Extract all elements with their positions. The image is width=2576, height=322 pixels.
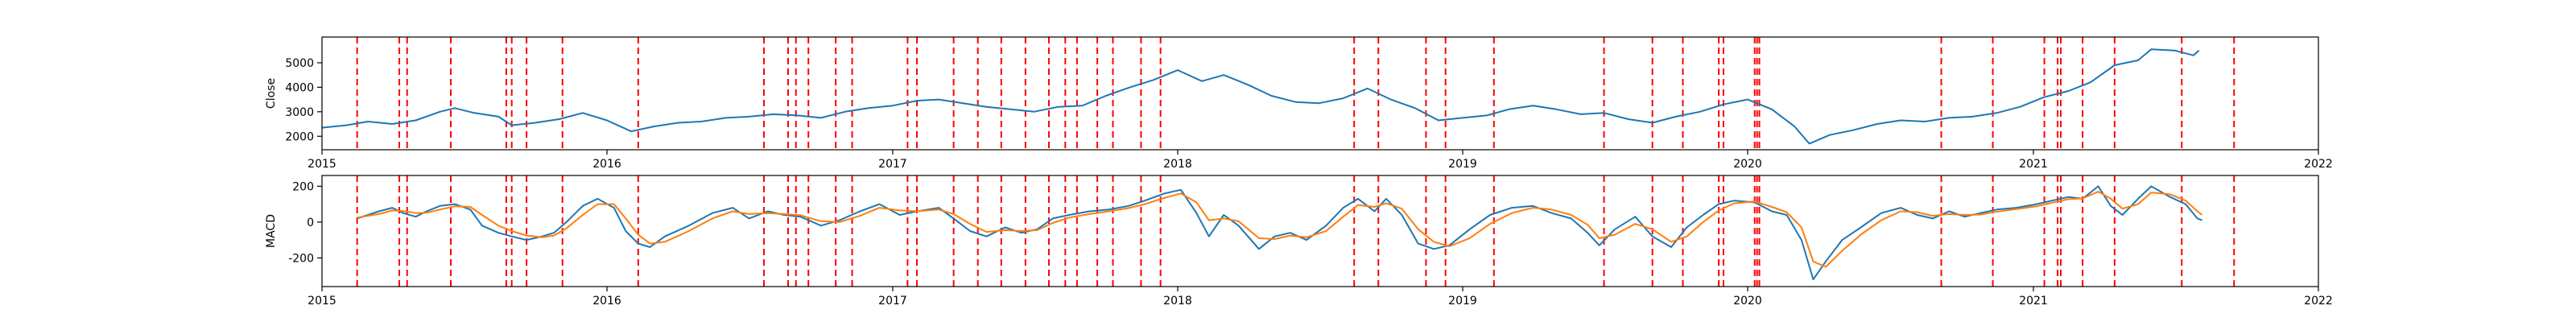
- macd-panel: 2015 2016 2017 2018 2019 2020 2021 2022 -200 0 200…: [265, 175, 2333, 308]
- close-price-panel: 2015 2016 2017 2018 2019 2020 2021 2022 2000 3000…: [265, 36, 2333, 171]
- y-tick-label: 4000: [285, 81, 314, 94]
- y-axis-label: Close: [265, 78, 278, 109]
- series-line-2: [357, 191, 2203, 268]
- x-tick-label: 2019: [1448, 158, 1477, 171]
- x-tick-label: 2016: [592, 158, 621, 171]
- axes-frame: [321, 36, 2319, 151]
- x-tick-label: 2021: [2019, 158, 2048, 171]
- y-tick-label: 0: [307, 217, 314, 229]
- x-tick-label: 2017: [878, 158, 907, 171]
- x-tick-label: 2022: [2304, 158, 2333, 171]
- series-line-1: [321, 48, 2200, 145]
- x-tick-label: 2021: [2019, 295, 2048, 308]
- y-tick-label: 2000: [285, 130, 314, 143]
- x-tick-label: 2017: [878, 295, 907, 308]
- y-tick-label: 3000: [285, 106, 314, 119]
- x-tick-label: 2018: [1163, 158, 1192, 171]
- x-tick-label: 2022: [2304, 295, 2333, 308]
- x-tick-label: 2020: [1733, 158, 1762, 171]
- axes-frame: [321, 175, 2319, 287]
- x-tick-label: 2016: [592, 295, 621, 308]
- y-tick-label: 200: [292, 180, 314, 193]
- x-tick-label: 2018: [1163, 295, 1192, 308]
- x-tick-label: 2015: [308, 295, 336, 308]
- x-tick-label: 2019: [1448, 295, 1477, 308]
- x-tick-label: 2015: [308, 158, 336, 171]
- y-axis-label: MACD: [265, 214, 278, 248]
- y-tick-label: -200: [288, 252, 314, 265]
- y-tick-label: 5000: [285, 57, 314, 70]
- series-line-1: [357, 185, 2202, 281]
- x-tick-label: 2020: [1733, 295, 1762, 308]
